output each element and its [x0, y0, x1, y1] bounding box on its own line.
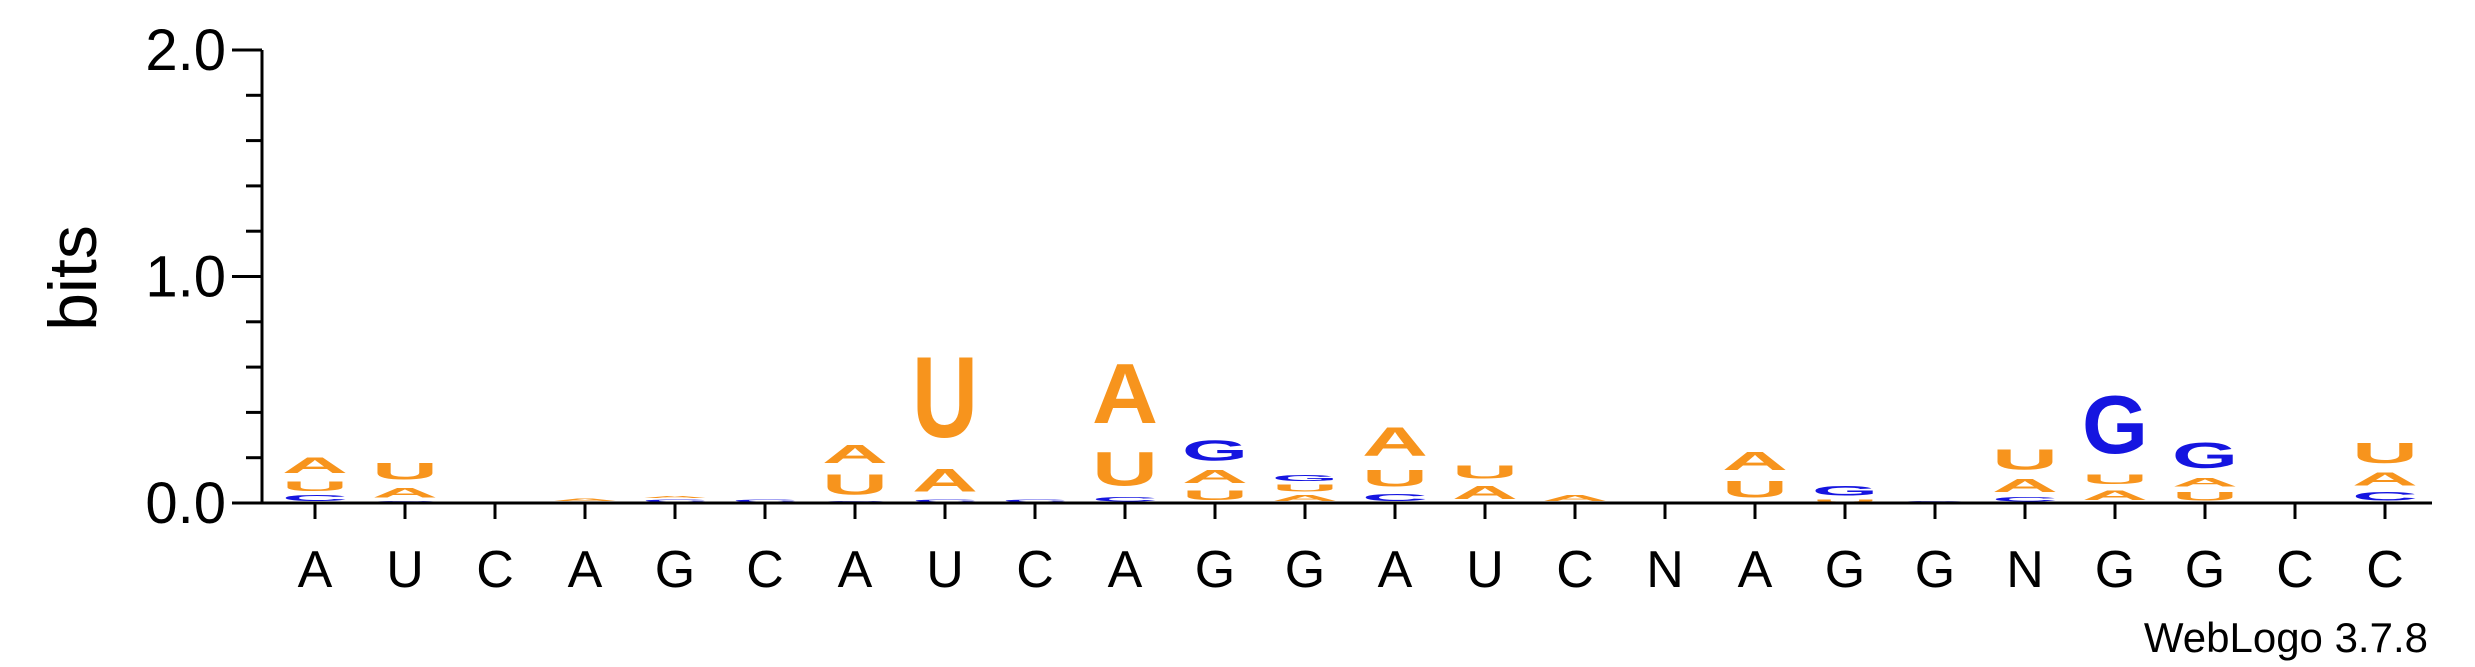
logo-letter-A: A	[1362, 419, 1428, 464]
logo-letter-U: U	[1272, 483, 1338, 494]
x-tick-label: A	[298, 541, 333, 599]
x-tick-label: G	[2185, 541, 2225, 599]
x-tick-label: C	[2366, 541, 2404, 599]
logo-letter-U: U	[2172, 489, 2238, 503]
y-axis-label: bits	[35, 225, 111, 331]
x-tick-label: N	[2006, 541, 2044, 599]
x-tick-label: G	[655, 541, 695, 599]
logo-letter-A: A	[2352, 469, 2418, 489]
logo-letter-U: U	[2082, 471, 2148, 487]
x-tick-label: A	[1108, 541, 1143, 599]
x-tick-label: G	[1825, 541, 1865, 599]
y-tick-label: 0.0	[145, 471, 226, 536]
x-tick-label: C	[2276, 541, 2314, 599]
x-tick-label: G	[1195, 541, 1235, 599]
x-tick-label: G	[1285, 541, 1325, 599]
logo-letter-U: U	[1092, 442, 1158, 496]
logo-letter-U: U	[1722, 476, 1788, 503]
logo-letter-A: A	[282, 453, 348, 478]
logo-letter-G: G	[1272, 473, 1338, 482]
y-tick-label: 1.0	[145, 245, 226, 310]
logo-letter-C: C	[1362, 492, 1428, 503]
x-tick-label: G	[1915, 541, 1955, 599]
x-tick-label: C	[476, 541, 514, 599]
x-tick-label: N	[1646, 541, 1684, 599]
logo-letter-G: G	[2172, 435, 2238, 476]
x-tick-label: A	[1738, 541, 1773, 599]
x-tick-label: C	[1016, 541, 1054, 599]
logo-letter-A: A	[1092, 346, 1158, 441]
logo-letter-U: U	[912, 334, 978, 463]
logo-letter-A: A	[642, 495, 708, 498]
y-tick-label: 2.0	[145, 18, 226, 83]
x-tick-label: A	[1378, 541, 1413, 599]
logo-letter-A: A	[912, 462, 978, 498]
logo-letter-U: U	[372, 458, 438, 485]
x-tick-label: C	[746, 541, 784, 599]
logo-letter-A: A	[1992, 476, 2058, 496]
weblogo-credit: WebLogo 3.7.8	[2144, 614, 2428, 661]
logo-letter-U: U	[1452, 462, 1518, 482]
y-axis-ticks: 0.0 1.0 2.0	[145, 18, 262, 536]
letter-stacks: CUACAUCACACCUACAUCCUAUAGAUGCUAAUAUAUGGCA…	[282, 334, 2418, 503]
logo-letter-U: U	[822, 469, 888, 500]
x-tick-label: G	[2095, 541, 2135, 599]
logo-letter-U: U	[282, 478, 348, 494]
logo-letter-A: A	[2082, 487, 2148, 503]
logo-letter-A: A	[822, 440, 888, 469]
logo-letter-G: G	[1182, 435, 1248, 466]
logo-letter-U: U	[2352, 438, 2418, 469]
x-tick-label: U	[1466, 541, 1504, 599]
logo-letter-A: A	[1452, 482, 1518, 502]
logo-letter-A: A	[1182, 467, 1248, 487]
logo-letter-A: A	[372, 485, 438, 501]
logo-letter-U: U	[1362, 465, 1428, 492]
logo-letter-A: A	[1722, 447, 1788, 476]
x-tick-label: U	[926, 541, 964, 599]
x-tick-label: U	[386, 541, 424, 599]
logo-letter-C: C	[2352, 489, 2418, 503]
logo-letter-U: U	[1992, 444, 2058, 475]
logo-letter-G: G	[2082, 378, 2148, 471]
logo-letter-G: G	[1812, 483, 1878, 499]
logo-letter-U: U	[1182, 487, 1248, 503]
logo-letter-A: A	[2172, 476, 2238, 490]
logo-letter-A: A	[552, 497, 618, 502]
x-tick-label: A	[568, 541, 603, 599]
x-tick-label: C	[1556, 541, 1594, 599]
x-tick-label: A	[838, 541, 873, 599]
